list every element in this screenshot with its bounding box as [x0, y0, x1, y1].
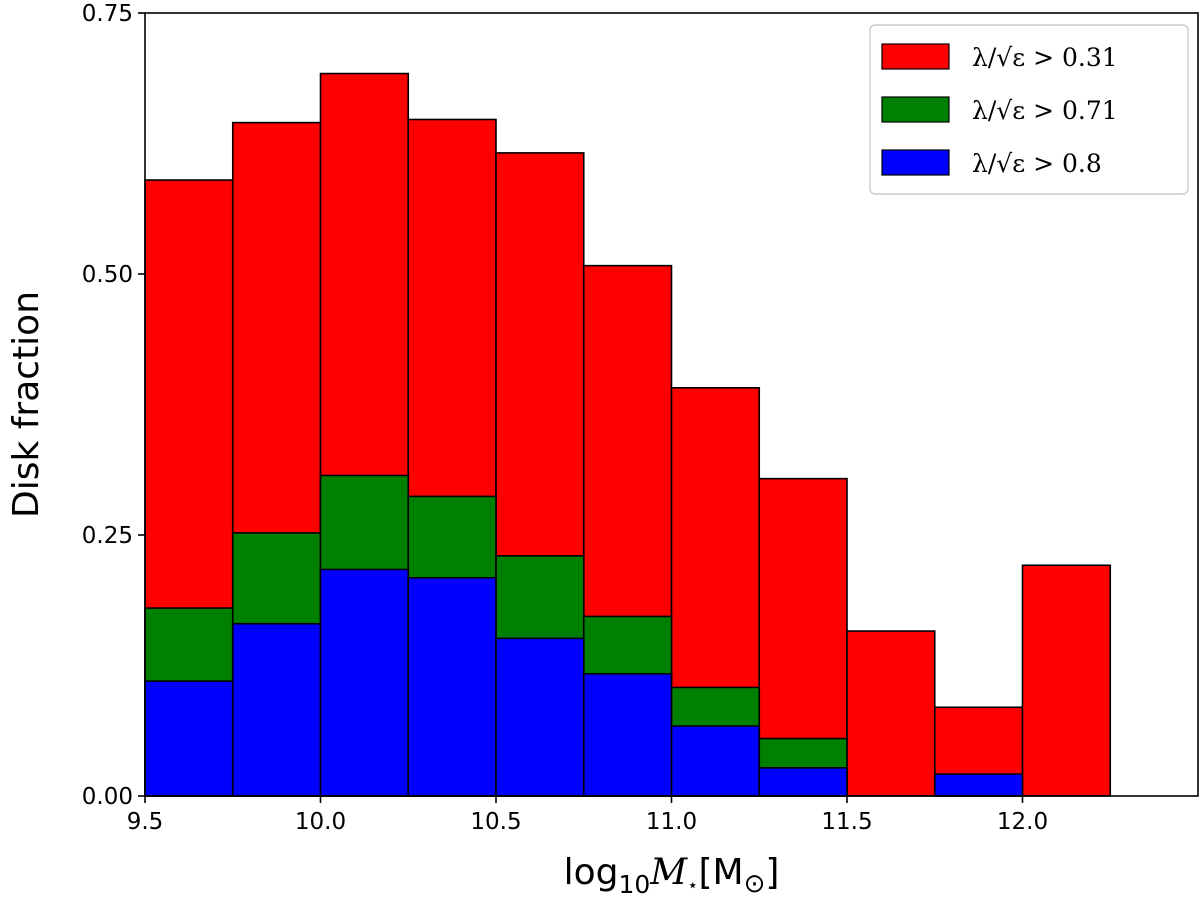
x-title-unit-close: ]: [765, 852, 779, 893]
legend-label-08: λ/√ε > 0.8: [972, 149, 1102, 178]
y-axis-title: Disk fraction: [6, 291, 47, 518]
x-title-m: M: [649, 852, 688, 893]
bar-series2-bin0: [144, 680, 234, 797]
ticks-layer: 9.5 10.0 10.5 11.0 11.5 12.0 0.00 0.25 0.50 0.75: [82, 1, 1048, 835]
x-title-sub: 10: [618, 870, 650, 899]
x-tick-label: 10.0: [295, 809, 346, 835]
y-tick-label: 0.50: [82, 262, 133, 288]
y-tick-label: 0.00: [82, 784, 133, 810]
bar-series2-bin3: [407, 577, 497, 797]
legend-swatch-031: [881, 43, 950, 70]
legend-swatch-08: [881, 149, 950, 176]
bar-series0-bin10: [1021, 564, 1112, 797]
y-tick-label: 0.75: [82, 1, 133, 27]
legend-swatch-071: [881, 96, 950, 123]
x-title-log: log: [564, 852, 619, 893]
bar-series2-bin5: [582, 673, 673, 797]
bar-series0-bin8: [846, 630, 936, 797]
legend: λ/√ε > 0.31 λ/√ε > 0.71 λ/√ε > 0.8: [869, 24, 1189, 195]
bar-series2-bin6: [670, 725, 761, 797]
bar-series2-bin1: [231, 622, 322, 797]
x-tick-label: 10.5: [470, 809, 521, 835]
x-title-star: ⋆: [687, 875, 698, 896]
y-tick-label: 0.25: [82, 523, 133, 549]
x-title-unit-open: [M: [698, 852, 743, 893]
legend-label-031: λ/√ε > 0.31: [972, 43, 1118, 72]
bar-series2-bin4: [495, 637, 585, 797]
x-tick-label: 9.5: [127, 809, 164, 835]
x-tick-label: 11.5: [821, 809, 872, 835]
x-axis-title: log10M⋆[M⊙]: [564, 852, 780, 899]
legend-label-071: λ/√ε > 0.71: [972, 96, 1118, 125]
x-title-sun: ⊙: [744, 869, 766, 899]
x-tick-label: 11.0: [646, 809, 697, 835]
bar-series2-bin7: [758, 767, 848, 797]
bars-layer: [144, 72, 1112, 797]
bar-series2-bin2: [319, 568, 410, 797]
bar-series2-bin9: [933, 773, 1024, 797]
x-tick-label: 12.0: [997, 809, 1048, 835]
